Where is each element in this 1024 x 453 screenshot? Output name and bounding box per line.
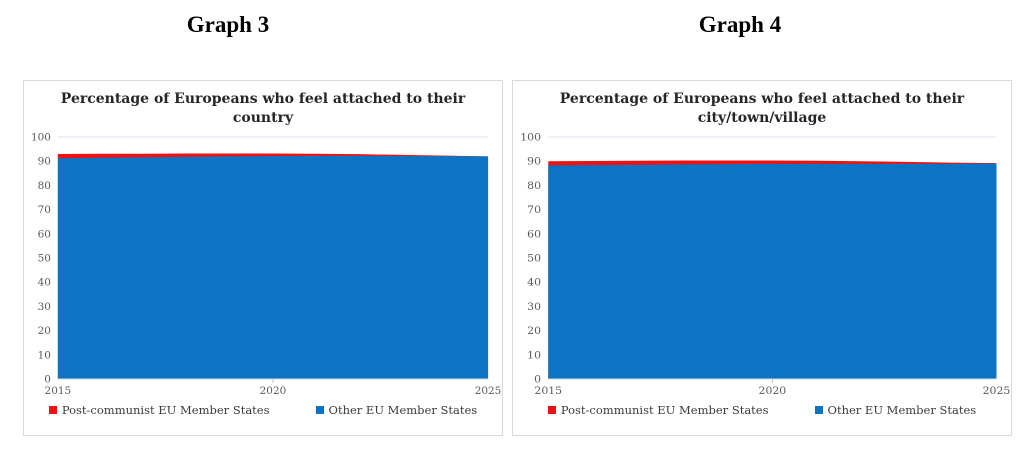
area-chart-city-town-village: 0 10 20 30 40 50 60 70 80 90 100 2015 2020 2025 (520, 131, 1011, 397)
y-tick-label: 10 (38, 349, 51, 361)
y-tick-label: 30 (527, 300, 541, 313)
y-tick-label: 90 (38, 156, 51, 168)
legend-swatch-icon (547, 406, 556, 414)
y-tick-label: 50 (38, 252, 51, 264)
y-tick-label: 20 (38, 325, 51, 337)
legend-label: Post-communist EU Member States (560, 403, 769, 417)
y-tick-label: 10 (527, 348, 541, 361)
chart-panel-graph4: Percentage of Europeans who feel attache… (512, 80, 1012, 436)
graph4-heading: Graph 4 (698, 12, 782, 37)
y-tick-label: 90 (527, 155, 541, 168)
y-tick-label: 60 (527, 227, 541, 240)
graph3-heading: Graph 3 (186, 12, 270, 37)
y-tick-label: 70 (38, 204, 51, 216)
legend-label: Post-communist EU Member States (61, 403, 270, 417)
chart-legend: Post-communist EU Member States Other EU … (513, 403, 1011, 417)
y-tick-label: 60 (38, 228, 51, 240)
chart-title: Percentage of Europeans who feel attache… (559, 91, 965, 126)
x-tick-label: 2020 (260, 385, 287, 397)
x-tick-label: 2015 (45, 385, 72, 397)
y-tick-label: 100 (31, 131, 51, 143)
chart-title: Percentage of Europeans who feel attache… (60, 91, 466, 126)
legend-item: Other EU Member States (315, 403, 478, 417)
chart-legend: Post-communist EU Member States Other EU … (24, 403, 502, 417)
y-tick-label: 80 (38, 180, 51, 192)
legend-swatch-icon (315, 406, 324, 414)
y-tick-label: 0 (534, 373, 541, 386)
x-tick-label: 2025 (475, 385, 502, 397)
x-tick-label: 2015 (534, 384, 562, 397)
legend-label: Other EU Member States (827, 403, 977, 417)
area-chart-country: 0 10 20 30 40 50 60 70 80 90 100 2015 2020 2025 (31, 131, 502, 397)
legend-swatch-icon (814, 406, 823, 414)
y-tick-label: 0 (44, 373, 51, 385)
chart-panel-graph3: Percentage of Europeans who feel attache… (23, 80, 503, 436)
legend-label: Other EU Member States (328, 403, 478, 417)
x-tick-label: 2025 (983, 384, 1011, 397)
series-area (57, 155, 489, 379)
y-tick-label: 100 (520, 131, 541, 143)
legend-item: Other EU Member States (814, 403, 977, 417)
y-tick-label: 80 (527, 179, 541, 192)
legend-item: Post-communist EU Member States (48, 403, 270, 417)
series-area (548, 163, 997, 379)
legend-swatch-icon (48, 406, 57, 414)
y-tick-label: 40 (527, 276, 541, 289)
y-tick-label: 50 (527, 252, 541, 265)
y-tick-label: 30 (38, 301, 51, 313)
y-tick-label: 40 (38, 277, 51, 289)
y-tick-label: 20 (527, 324, 541, 337)
legend-item: Post-communist EU Member States (547, 403, 769, 417)
y-tick-label: 70 (527, 203, 541, 216)
x-tick-label: 2020 (759, 384, 787, 397)
